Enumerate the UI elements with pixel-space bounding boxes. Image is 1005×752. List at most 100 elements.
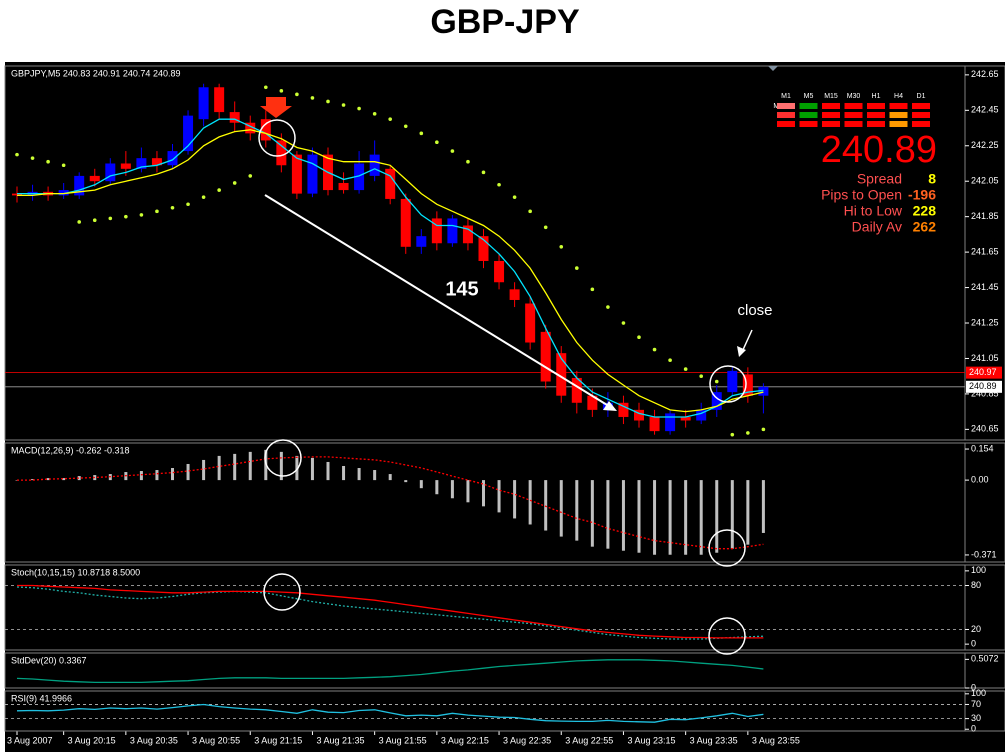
sar-dot <box>30 156 35 160</box>
stat-label: Hi to Low <box>844 203 903 219</box>
sar-dot <box>403 124 408 129</box>
highlight-circle <box>263 573 301 611</box>
y-tick-label: 30 <box>971 713 981 723</box>
histogram-bar <box>637 480 641 553</box>
y-tick-label: 0 <box>971 639 976 649</box>
candle-body <box>167 151 178 166</box>
sar-dot <box>668 358 672 363</box>
sar-dot <box>46 159 50 164</box>
y-tick-label: 0.154 <box>971 443 994 453</box>
highlight-circle <box>264 439 302 477</box>
candle-body <box>369 154 380 176</box>
candle-body <box>447 218 458 244</box>
histogram-bar <box>310 457 314 481</box>
sar-dot <box>730 432 735 437</box>
signal-cell <box>844 103 863 109</box>
sar-dot <box>761 427 766 432</box>
y-tick-label: 0 <box>971 724 976 734</box>
candle-body <box>509 289 520 300</box>
signal-cell <box>912 112 930 118</box>
histogram-bar <box>342 465 346 481</box>
histogram-bar <box>279 451 283 481</box>
sar-dot <box>621 321 626 325</box>
sar-dot <box>155 209 159 214</box>
y-tick-label: 0 <box>971 682 976 692</box>
histogram-bar <box>590 480 594 547</box>
y-tick-label: 241.65 <box>971 246 999 256</box>
histogram-bar <box>186 463 190 481</box>
histogram-bar <box>482 480 485 507</box>
panel-label: StdDev(20) 0.3367 <box>11 655 87 665</box>
histogram-bar <box>388 474 392 481</box>
indicator-line <box>17 584 764 639</box>
candle-body <box>120 163 131 169</box>
signal-cell <box>912 103 930 109</box>
signal-cell <box>777 103 795 109</box>
timeframe-label: M1 <box>781 93 791 100</box>
y-tick-label: 0.00 <box>971 474 989 484</box>
histogram-bar <box>715 480 719 553</box>
candle-body <box>711 392 722 410</box>
histogram-bar <box>139 471 143 481</box>
sar-dot <box>92 218 97 223</box>
sar-dot <box>372 112 377 116</box>
price-tag <box>966 380 1002 393</box>
candle-body <box>105 163 116 182</box>
axis-area <box>964 442 1005 563</box>
sar-dot <box>124 214 128 219</box>
timeframe-label: H1 <box>872 93 881 100</box>
x-tick-label: 3 Aug 21:35 <box>316 735 364 745</box>
highlight-circle <box>258 119 296 157</box>
candle-body <box>525 303 536 343</box>
price-tag-label: 240.89 <box>969 381 997 391</box>
candle-body <box>742 374 753 396</box>
y-tick-label: 80 <box>971 580 981 590</box>
candle-body <box>245 122 256 134</box>
stat-value: -196 <box>908 187 936 203</box>
signal-cell <box>822 103 840 109</box>
y-tick-label: 241.45 <box>971 282 999 292</box>
axis-area <box>964 564 1005 651</box>
highlight-circle <box>709 365 747 403</box>
stat-label: Pips to Open <box>821 187 902 203</box>
sar-dot <box>295 92 299 97</box>
signal-cell <box>844 121 863 127</box>
candle-body <box>696 409 707 421</box>
candle-body <box>665 413 676 432</box>
candle-body <box>478 236 489 261</box>
indicator-line <box>16 586 764 640</box>
candle-body <box>618 402 629 417</box>
signal-cell <box>912 121 930 127</box>
candle-body <box>136 158 147 169</box>
sar-dot <box>435 140 439 145</box>
sar-dot <box>341 103 346 107</box>
y-tick-label: 0.5072 <box>971 654 999 664</box>
histogram-bar <box>233 453 237 481</box>
x-tick-label: 3 Aug 20:15 <box>68 735 116 745</box>
x-tick-label: 3 Aug 20:55 <box>192 735 240 745</box>
signal-cell <box>867 112 885 118</box>
sar-dot <box>652 347 657 352</box>
timeframe-label: D1 <box>917 93 926 100</box>
histogram-bar <box>746 480 750 545</box>
histogram-bar <box>466 480 470 503</box>
histogram-bar <box>326 461 330 481</box>
sar-dot <box>139 213 144 217</box>
candle-body <box>571 377 582 403</box>
candle-body <box>307 154 318 194</box>
sar-dot <box>310 96 315 100</box>
highlight-circle <box>708 617 746 655</box>
close-arrow <box>741 329 753 353</box>
sar-dot <box>388 117 393 121</box>
histogram-bar <box>77 476 81 481</box>
arrow-head <box>603 401 617 411</box>
sar-dot <box>606 305 610 309</box>
histogram-bar <box>155 470 159 481</box>
signal-cell <box>799 103 818 109</box>
sar-dot <box>279 89 284 93</box>
sar-dot <box>15 152 19 157</box>
candle-body <box>462 225 473 244</box>
signal-cell <box>867 103 885 109</box>
